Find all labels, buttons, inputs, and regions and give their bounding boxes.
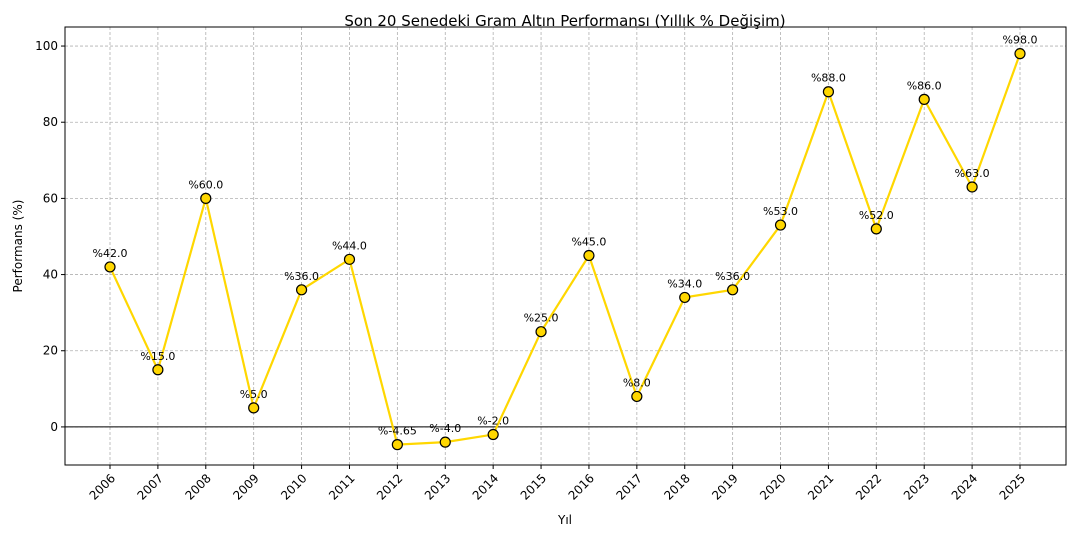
data-label: %88.0 (811, 72, 846, 85)
plot-frame (64, 26, 1067, 466)
series-line (109, 53, 1022, 446)
data-point (631, 390, 643, 403)
data-label: %5.0 (240, 388, 268, 401)
data-point (439, 436, 451, 448)
y-tick-label: 60 (43, 191, 58, 205)
x-tick-label: 2013 (422, 471, 453, 502)
data-point (679, 291, 691, 304)
data-label: %52.0 (859, 209, 894, 222)
data-point (152, 364, 164, 376)
y-tick-label: 100 (35, 39, 58, 53)
x-tick-label: 2006 (87, 471, 118, 502)
y-tick-label: 0 (50, 420, 58, 434)
data-point (104, 261, 116, 273)
data-label: %36.0 (715, 270, 750, 283)
series: %42.0 %15.0 %60.0 %5.0 %36.0 %44.0 %-4.65 %-4.0… (93, 34, 1038, 451)
x-tick-label: 2012 (374, 471, 405, 502)
data-point (583, 249, 595, 262)
data-label: %42.0 (93, 247, 128, 260)
x-axis-label: Yıl (557, 513, 572, 527)
data-label: %86.0 (907, 79, 942, 92)
data-label: %36.0 (284, 270, 319, 283)
x-tick-label: 2010 (278, 471, 309, 502)
grid (65, 27, 1066, 465)
x-tick-label: 2018 (661, 471, 692, 502)
x-tick-label: 2008 (182, 471, 213, 502)
x-tick-label: 2009 (230, 471, 261, 502)
x-tick-label: 2021 (805, 471, 836, 502)
y-tick-label: 20 (43, 344, 58, 358)
data-label: %60.0 (188, 178, 223, 191)
x-tick-label: 2019 (709, 471, 740, 502)
data-label: %15.0 (140, 350, 175, 363)
data-label: %34.0 (667, 277, 702, 290)
x-tick-label: 2011 (326, 471, 357, 502)
data-point (1014, 48, 1026, 60)
y-tick-label: 80 (43, 115, 58, 129)
x-tick-label: 2022 (853, 471, 884, 502)
x-tick-label: 2020 (757, 471, 788, 502)
x-tick-label: 2023 (901, 471, 932, 502)
data-label: %25.0 (524, 312, 559, 325)
data-label: %45.0 (571, 236, 606, 249)
axes: 2006 2007 2008 2009 2010 2011 2012 2013 2014 2015… (35, 26, 1067, 503)
data-point (822, 86, 835, 98)
chart-title: Son 20 Senedeki Gram Altın Performansı (… (344, 12, 785, 30)
data-point (200, 192, 212, 204)
data-point (870, 223, 882, 235)
data-label: %-4.0 (429, 422, 461, 435)
x-tick-label: 2025 (997, 471, 1028, 502)
data-point (487, 428, 499, 441)
data-label: %53.0 (763, 205, 798, 218)
x-tick-label: 2014 (470, 471, 501, 502)
data-label: %44.0 (332, 239, 367, 252)
x-tick-label: 2017 (613, 471, 644, 502)
x-tick-label: 2007 (135, 471, 166, 502)
y-tick-label: 40 (43, 268, 58, 282)
data-label: %98.0 (1003, 34, 1038, 47)
x-tick-label: 2016 (566, 471, 597, 502)
data-label: %-4.65 (378, 425, 417, 438)
y-axis-label: Performans (%) (11, 200, 25, 293)
data-label: %63.0 (955, 167, 990, 180)
x-tick-label: 2015 (518, 471, 549, 502)
data-point (343, 253, 356, 265)
x-tick-label: 2024 (949, 471, 980, 502)
data-label: %8.0 (623, 376, 651, 389)
data-point (295, 284, 308, 296)
data-point (966, 181, 978, 193)
data-point (727, 284, 739, 296)
data-point (774, 219, 787, 231)
data-label: %-2.0 (477, 415, 509, 428)
data-point (535, 326, 547, 338)
data-point (248, 402, 260, 414)
data-point (391, 439, 403, 451)
data-point (918, 93, 930, 105)
